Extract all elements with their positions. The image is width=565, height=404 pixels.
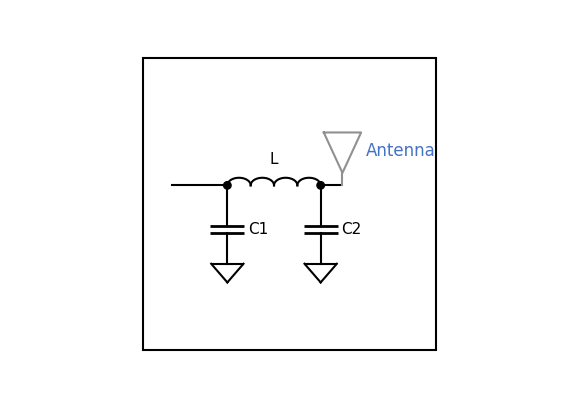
Circle shape xyxy=(317,182,324,189)
Text: Antenna: Antenna xyxy=(366,142,436,160)
Text: C2: C2 xyxy=(341,222,362,237)
Text: C1: C1 xyxy=(248,222,268,237)
Text: L: L xyxy=(270,152,278,167)
Circle shape xyxy=(224,182,231,189)
